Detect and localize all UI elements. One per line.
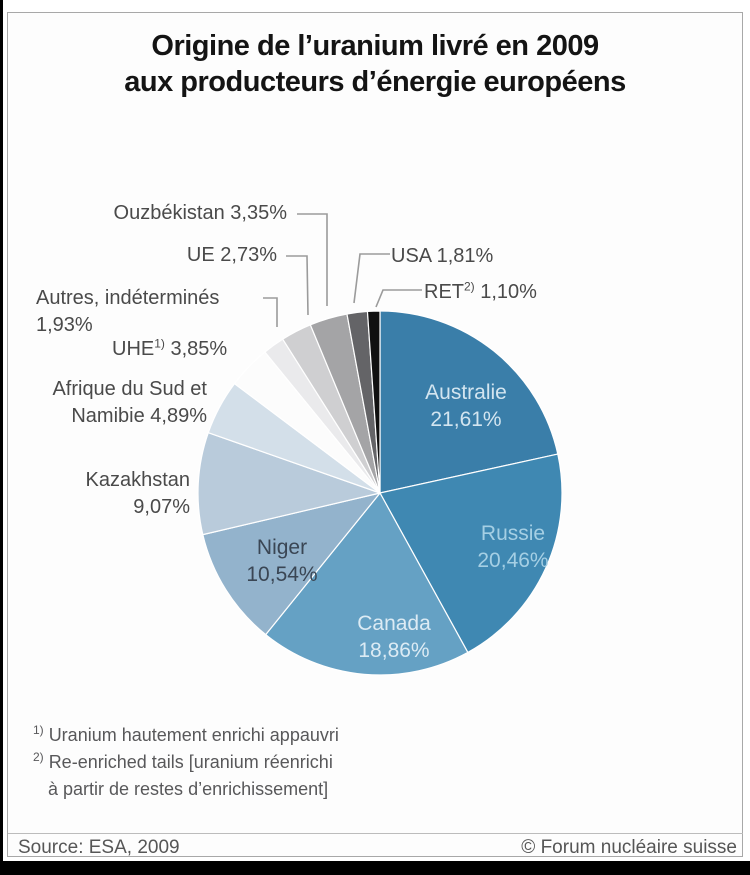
footnote-2: 2) Re-enriched tails [uranium réenrichi à… [33, 750, 333, 799]
callout-autres: Autres, indéterminés 1,93% [36, 287, 220, 336]
bottom-edge-bar [0, 861, 750, 875]
pie-slice-ret [366, 310, 381, 494]
leader-line-ret [375, 289, 422, 308]
left-edge-bar [0, 0, 3, 875]
source-note: Source: ESA, 2009 [18, 837, 180, 858]
callout-ue: UE 2,73% [186, 244, 277, 266]
footnotes: 1) Uranium hautement enrichi appauvri 2)… [33, 722, 339, 803]
callout-afrique-du-sud: Afrique du Sud et Namibie 4,89% [52, 378, 207, 427]
chart-title: Origine de l’uranium livré en 2009 aux p… [0, 28, 750, 100]
leader-line-ouzbekistan [297, 213, 328, 306]
pie-slice-russie [379, 453, 563, 654]
callout-uhe: UHE1) 3,85% [112, 336, 228, 360]
callout-kazakhstan: Kazakhstan 9,07% [85, 469, 190, 518]
label-niger: Niger 10,54% [246, 536, 318, 586]
footnote-ref-1: 1) [154, 336, 165, 351]
leader-line-autres-indetermines [263, 297, 278, 327]
chart-title-line2: aux producteurs d’énergie européens [124, 66, 626, 98]
footnote-ref-2: 2) [464, 279, 475, 294]
leader-line-usa [353, 253, 390, 304]
footnote-1: 1) Uranium hautement enrichi appauvri [33, 723, 339, 745]
copyright-note: © Forum nucléaire suisse [521, 837, 737, 858]
pie-slice-australie [379, 310, 559, 494]
label-australie: Australie 21,61% [425, 381, 507, 431]
pie-slice-kazakhstan [197, 432, 381, 536]
leader-line-ue [286, 255, 309, 316]
label-canada: Canada 18,86% [357, 612, 431, 662]
pie-slice-niger [202, 492, 381, 636]
pie-slice-canada [265, 492, 469, 676]
chart-title-line1: Origine de l’uranium livré en 2009 [151, 30, 599, 62]
footer-divider [8, 833, 743, 834]
callout-ret: RET2) 1,10% [424, 279, 537, 303]
label-russie: Russie 20,46% [477, 522, 549, 572]
callout-ouzbekistan: Ouzbékistan 3,35% [113, 202, 287, 224]
callout-usa: USA 1,81% [391, 245, 494, 267]
leader-lines [263, 213, 422, 327]
pie-slices [197, 310, 563, 676]
